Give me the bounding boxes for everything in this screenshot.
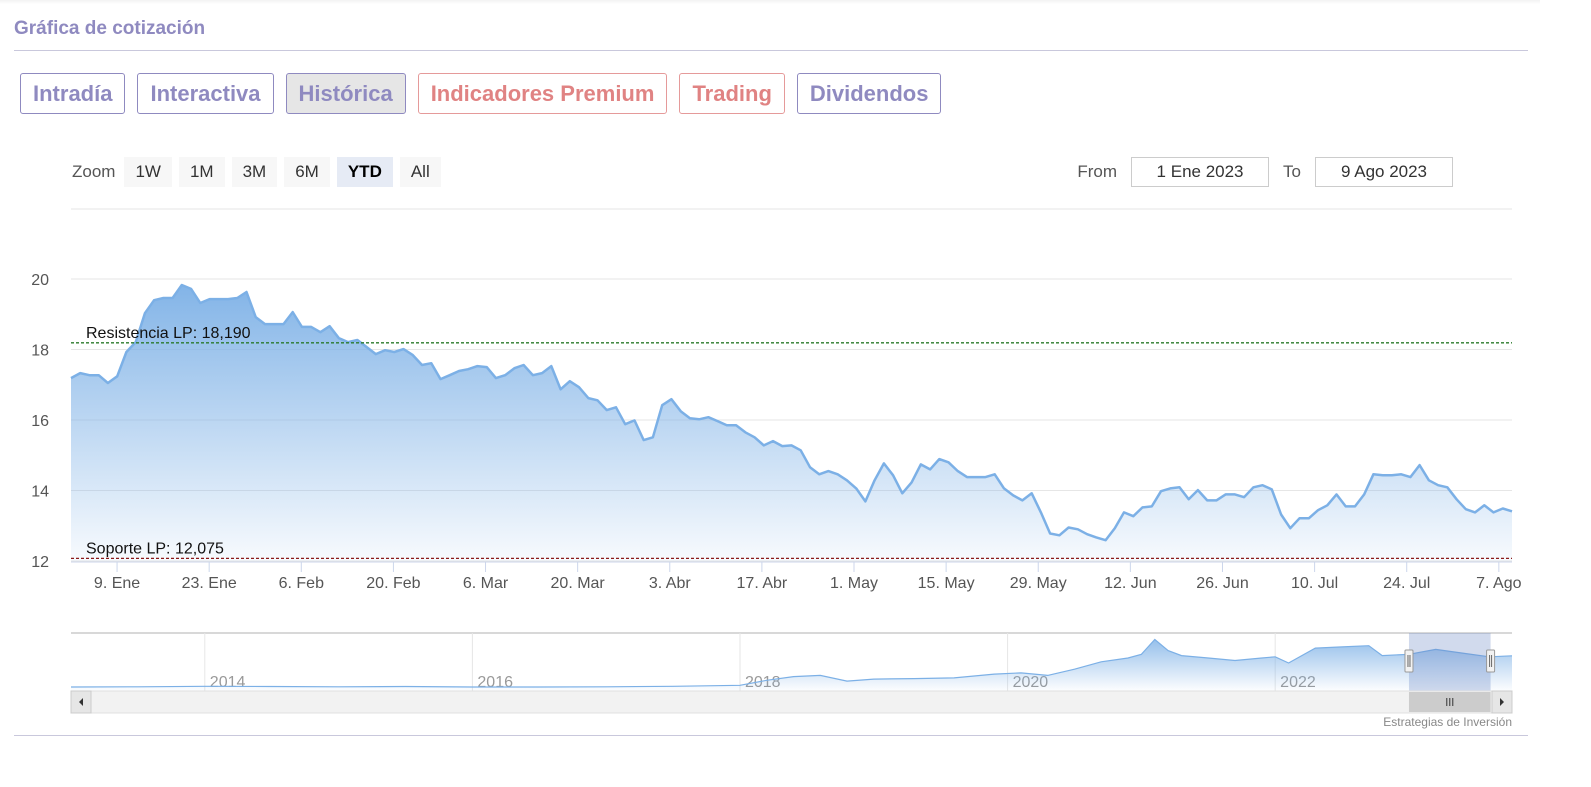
navigator-mask [1408, 633, 1491, 691]
y-tick-label: 20 [31, 272, 49, 289]
tab-hist-rica[interactable]: Histórica [285, 73, 406, 114]
x-tick-label: 12. Jun [1104, 575, 1156, 592]
y-tick-label: 16 [31, 413, 49, 430]
date-range: From 1 Ene 2023 To 9 Ago 2023 [1077, 157, 1453, 187]
tab-indicadores-premium[interactable]: Indicadores Premium [417, 73, 668, 114]
range-button-3m[interactable]: 3M [231, 157, 278, 187]
navigator-handle-left[interactable] [1404, 649, 1414, 673]
range-button-1m[interactable]: 1M [178, 157, 225, 187]
scrollbar-track[interactable] [70, 690, 1513, 714]
x-tick-label: 6. Mar [463, 575, 509, 592]
to-label: To [1283, 162, 1301, 181]
x-tick-label: 23. Ene [182, 575, 237, 592]
tab-dividendos[interactable]: Dividendos [796, 73, 942, 114]
x-tick-label: 17. Abr [737, 575, 788, 592]
range-button-6m[interactable]: 6M [284, 157, 330, 187]
navigator-area [71, 639, 1512, 691]
x-tick-label: 24. Jul [1383, 575, 1430, 592]
y-tick-label: 12 [31, 554, 49, 571]
navigator-handle-right[interactable] [1486, 649, 1496, 673]
range-button-ytd[interactable]: YTD [336, 157, 393, 187]
title-divider [14, 50, 1528, 51]
y-tick-label: 14 [31, 484, 49, 501]
credit-text[interactable]: Estrategias de Inversión [1383, 715, 1512, 729]
navigator-line [70, 638, 1513, 688]
tab-interactiva[interactable]: Interactiva [137, 73, 274, 114]
zoom-label: Zoom [72, 162, 116, 181]
range-button-1w[interactable]: 1W [124, 157, 172, 187]
x-tick-label: 10. Jul [1291, 575, 1338, 592]
to-date-input[interactable]: 9 Ago 2023 [1315, 157, 1453, 187]
y-tick-label: 18 [31, 343, 49, 360]
arrow-left-icon [79, 698, 83, 706]
range-button-all[interactable]: All [399, 157, 441, 187]
x-tick-label: 6. Feb [279, 575, 324, 592]
x-tick-label: 29. May [1010, 575, 1067, 592]
range-selector: Zoom 1W 1M 3M 6M YTD All [72, 157, 441, 187]
x-tick-label: 20. Mar [551, 575, 606, 592]
tab-intrad-a[interactable]: Intradía [20, 73, 126, 114]
from-date-input[interactable]: 1 Ene 2023 [1131, 157, 1270, 187]
chart-type-tabs: Intradía Interactiva Histórica Indicadores … [20, 73, 942, 114]
x-tick-label: 1. May [830, 575, 878, 592]
bottom-divider [14, 735, 1528, 736]
x-tick-label: 20. Feb [366, 575, 420, 592]
price-area [71, 285, 1512, 561]
from-label: From [1077, 162, 1118, 181]
tab-trading[interactable]: Trading [679, 73, 785, 114]
support-label: Soporte LP: 12,075 [86, 540, 224, 557]
x-tick-label: 9. Ene [94, 575, 140, 592]
resistance-label: Resistencia LP: 18,190 [86, 325, 251, 342]
arrow-right-icon [1500, 698, 1504, 706]
price-line [70, 283, 1513, 542]
top-divider [0, 0, 1540, 4]
x-tick-label: 3. Abr [649, 575, 691, 592]
section-title: Gráfica de cotización [14, 18, 206, 39]
x-tick-label: 26. Jun [1196, 575, 1248, 592]
x-tick-label: 7. Ago [1476, 575, 1521, 592]
x-tick-label: 15. May [918, 575, 975, 592]
